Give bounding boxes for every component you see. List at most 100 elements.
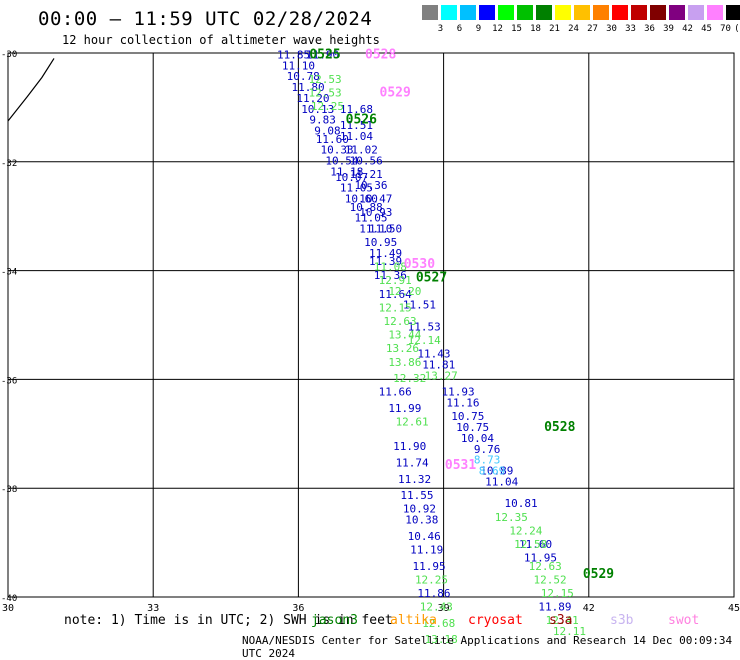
wave-height-label: 10.13 [301, 103, 334, 116]
wave-height-label: 11.74 [396, 456, 429, 469]
wave-height-label: 11.39 [369, 255, 402, 268]
wave-height-label: 10.47 [359, 193, 392, 206]
color-scale-swatch [479, 5, 496, 20]
wave-height-label: 12.52 [534, 573, 567, 586]
wave-height-label: 12.32 [393, 372, 426, 385]
satellite-legend-item: s3b [610, 613, 634, 628]
satellite-legend-item: cryosat [468, 613, 523, 628]
wave-height-label: 11.86 [417, 587, 450, 600]
wave-height-label: 11.55 [400, 489, 433, 502]
wave-height-label: 13.27 [425, 369, 458, 382]
wave-height-label: 9.08 [314, 125, 341, 138]
wave-height-label: 12.15 [379, 301, 412, 314]
track-time-label: 0525 [309, 47, 340, 62]
wave-height-label: 11.68 [340, 103, 373, 116]
color-scale-swatch [536, 5, 553, 20]
wave-height-label: 11.53 [408, 320, 441, 333]
coastline [7, 58, 55, 122]
wave-height-label: 12.25 [415, 573, 448, 586]
wave-height-label: 11.60 [519, 538, 552, 551]
y-tick-label: -36 [1, 376, 17, 386]
wave-height-label: 10.81 [504, 497, 537, 510]
wave-height-label: 11.51 [340, 119, 373, 132]
satellite-legend-item: altika [390, 613, 437, 628]
wave-height-label: 10.75 [456, 421, 489, 434]
wave-height-label: 11.93 [442, 386, 475, 399]
wave-height-label: 12.41 [546, 614, 579, 627]
color-scale-label: 3 [437, 24, 444, 34]
wave-height-label: 11.60 [316, 133, 349, 146]
satellite-legend-item: swot [668, 613, 700, 628]
track-time-label: 0529 [583, 567, 614, 582]
color-scale-label: 12 [492, 24, 503, 34]
color-scale-swatch [669, 5, 686, 20]
wave-height-label: 9.83 [309, 114, 336, 127]
color-scale-label: 45 [701, 24, 712, 34]
wave-height-label: 11.04 [340, 130, 373, 143]
x-tick-label: 39 [438, 603, 450, 614]
color-scale-label: 36 [644, 24, 655, 34]
color-scale-label: 33 [625, 24, 636, 34]
wave-height-label: 11.66 [379, 386, 412, 399]
wave-height-label: 13.44 [388, 329, 421, 342]
footnote: note: 1) Time is in UTC; 2) SWH is in fe… [64, 613, 393, 628]
wave-height-label: 10.75 [451, 410, 484, 423]
color-scale-label: 70 [720, 24, 731, 34]
color-scale-label: 42 [682, 24, 693, 34]
y-tick-label: -30 [1, 50, 17, 60]
color-scale-label: 39 [663, 24, 674, 34]
wave-height-label: 10.89 [480, 465, 513, 478]
color-scale-label: 27 [587, 24, 598, 34]
wave-height-label: 11.89 [538, 601, 571, 614]
color-scale-swatch [422, 5, 439, 20]
track-time-label: 0528 [365, 47, 396, 62]
wave-height-label: 11.99 [388, 402, 421, 415]
wave-height-label: 11.51 [403, 299, 436, 312]
wave-height-label: 11.49 [369, 247, 402, 260]
x-tick-label: 33 [147, 603, 159, 614]
color-scale-swatch [612, 5, 629, 20]
track-time-label: 0526 [346, 113, 377, 128]
wave-height-label: 11.85 [277, 48, 310, 61]
color-scale-label: 18 [530, 24, 541, 34]
color-scale-swatch [707, 5, 724, 20]
wave-height-label: 10.04 [461, 432, 494, 445]
color-scale-label: 15 [511, 24, 522, 34]
wave-height-label: 12.58 [514, 538, 547, 551]
satellite-legend-item: s3a [549, 613, 573, 628]
color-scale-unit: (ft) [734, 24, 740, 34]
wave-height-label: 12.15 [541, 587, 574, 600]
wave-height-label: 12.63 [383, 315, 416, 328]
wave-height-label: 11.05 [340, 182, 373, 195]
wave-height-label: 10.38 [405, 514, 438, 527]
wave-height-label: 12.43 [420, 601, 453, 614]
wave-height-label: 12.68 [422, 617, 455, 630]
y-tick-label: -32 [1, 159, 17, 169]
wave-height-label: 11.21 [350, 168, 383, 181]
track-time-label: 0531 [445, 458, 476, 473]
satellite-legend-item: jason3 [311, 613, 358, 628]
wave-height-label: 12.61 [396, 416, 429, 429]
page-title: 00:00 – 11:59 UTC 02/28/2024 [38, 8, 373, 30]
x-tick-label: 36 [292, 603, 304, 614]
wave-height-label: 10.54 [325, 155, 358, 168]
wave-height-label: 11.32 [398, 473, 431, 486]
wave-height-label: 10.07 [335, 171, 368, 184]
wave-height-label: 11.90 [393, 440, 426, 453]
color-scale-swatch [650, 5, 667, 20]
wave-height-label: 12.14 [408, 334, 441, 347]
y-tick-label: -40 [1, 594, 17, 604]
wave-height-label: 11.80 [292, 81, 325, 94]
color-scale-swatch [593, 5, 610, 20]
wave-height-label: 10.56 [350, 155, 383, 168]
wave-height-label: 12.53 [308, 73, 341, 86]
wave-height-label: 10.92 [403, 503, 436, 516]
wave-height-label: 10.60 [345, 193, 378, 206]
wave-height-label: 11.04 [485, 475, 518, 488]
wave-height-label: 11.90 [306, 48, 339, 61]
wave-height-label: 10.78 [287, 70, 320, 83]
track-time-label: 0527 [416, 270, 447, 285]
wave-height-label: 10.46 [408, 530, 441, 543]
y-tick-label: -34 [1, 268, 17, 278]
